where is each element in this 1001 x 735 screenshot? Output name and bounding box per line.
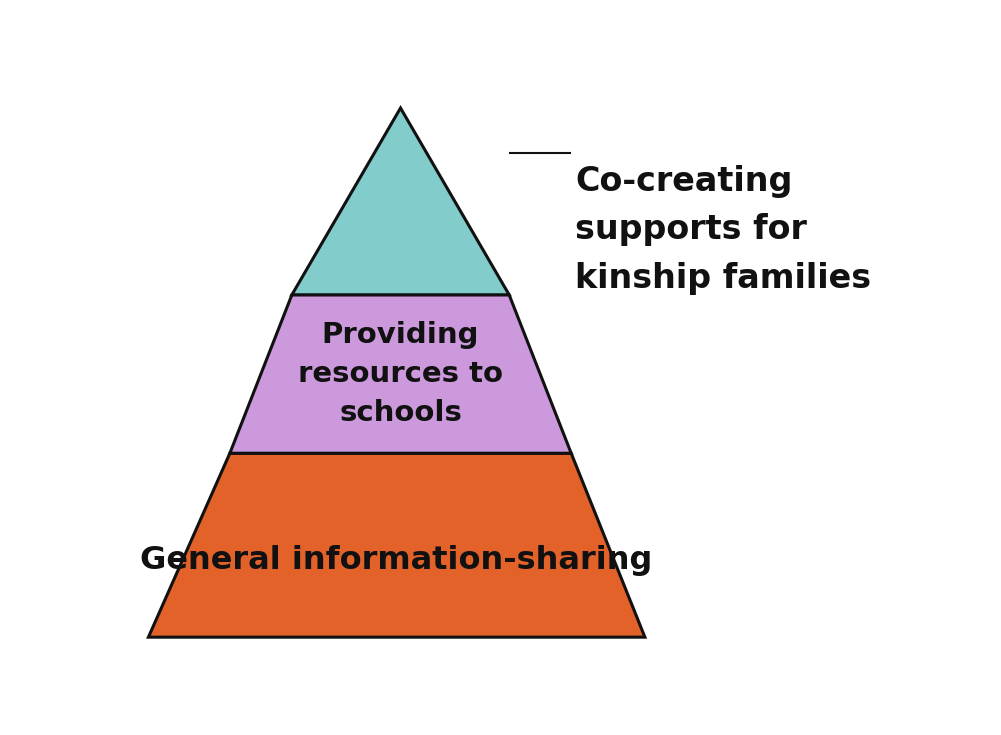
Polygon shape [292, 108, 510, 295]
Polygon shape [230, 295, 572, 453]
Text: Providing
resources to
schools: Providing resources to schools [298, 321, 504, 427]
Polygon shape [148, 453, 645, 637]
Text: General information-sharing: General information-sharing [140, 545, 653, 576]
Text: Co-creating
supports for
kinship families: Co-creating supports for kinship familie… [575, 165, 871, 295]
